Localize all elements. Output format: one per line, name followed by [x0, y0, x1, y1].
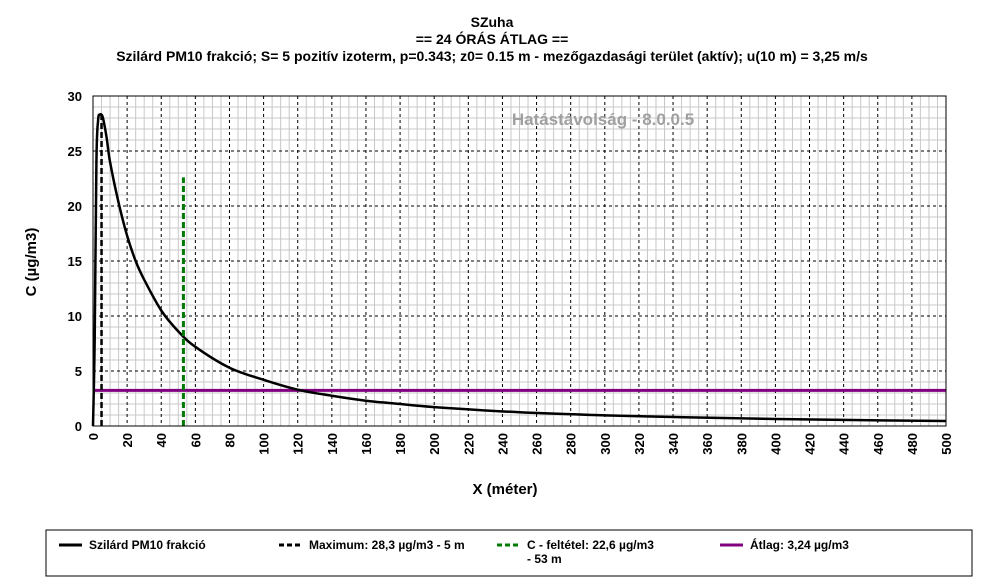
- legend-entry-maximum: Maximum: 28,3 µg/m3 - 5 m: [279, 538, 465, 552]
- chart-title-line-2: == 24 ÓRÁS ÁTLAG ==: [416, 30, 569, 47]
- chart-title: SZuha == 24 ÓRÁS ÁTLAG == Szilárd PM10 f…: [116, 14, 868, 64]
- x-tick-label: 400: [768, 433, 783, 455]
- legend-entry-condition: C - feltétel: 22,6 µg/m3- 53 m: [497, 538, 654, 566]
- x-tick-label: 480: [905, 433, 920, 455]
- legend-box: [45, 529, 973, 577]
- x-tick-label: 340: [666, 433, 681, 455]
- x-tick-label: 160: [359, 433, 374, 455]
- major-gridlines: [93, 96, 946, 426]
- legend-label: - 53 m: [527, 552, 562, 566]
- watermark-text: Hatástávolság - 8.0.0.5: [512, 110, 694, 129]
- chart-subtitle: Szilárd PM10 frakció; S= 5 pozitív izote…: [116, 48, 868, 64]
- chart-title-line-1: SZuha: [471, 14, 514, 30]
- x-tick-label: 280: [564, 433, 579, 455]
- legend: Szilárd PM10 frakció Maximum: 28,3 µg/m3 …: [45, 529, 973, 577]
- x-tick-label: 200: [427, 433, 442, 455]
- x-tick-label: 220: [461, 433, 476, 455]
- x-tick-label: 140: [325, 433, 340, 455]
- legend-label: C - feltétel: 22,6 µg/m3: [527, 538, 654, 552]
- x-tick-label: 100: [257, 433, 272, 455]
- x-tick-label: 380: [734, 433, 749, 455]
- x-axis-title: X (méter): [472, 481, 537, 498]
- legend-label: Szilárd PM10 frakció: [89, 538, 206, 552]
- x-tick-label: 120: [291, 433, 306, 455]
- x-tick-label: 320: [632, 433, 647, 455]
- x-tick-label: 420: [803, 433, 818, 455]
- y-tick-label: 30: [68, 89, 82, 104]
- series-layer: [91, 112, 947, 427]
- y-tick-label: 5: [75, 364, 82, 379]
- x-tick-label: 500: [939, 433, 954, 455]
- x-tick-label: 80: [222, 433, 237, 447]
- series-line-pm10: [91, 112, 947, 427]
- legend-entry-average: Átlag: 3,24 µg/m3: [720, 537, 849, 552]
- y-tick-label: 10: [68, 309, 82, 324]
- x-tick-label: 440: [837, 433, 852, 455]
- x-tick-label: 40: [154, 433, 169, 447]
- y-tick-label: 20: [68, 199, 82, 214]
- legend-entry-pm10: Szilárd PM10 frakció: [59, 538, 206, 552]
- x-tick-label: 300: [598, 433, 613, 455]
- x-tick-label: 260: [530, 433, 545, 455]
- x-tick-label: 20: [120, 433, 135, 447]
- y-axis-title: C (µg/m3): [23, 228, 40, 297]
- y-tick-label: 15: [68, 254, 82, 269]
- x-tick-label: 360: [700, 433, 715, 455]
- y-tick-label: 0: [75, 419, 82, 434]
- y-axis-ticks: 0 5 10 15 20 25 30: [68, 89, 82, 434]
- y-tick-label: 25: [68, 144, 82, 159]
- x-tick-label: 60: [188, 433, 203, 447]
- x-axis-ticks: 0 20 40 60 80 100 120 140 160 180 200 220 240 260 280 3…: [86, 433, 954, 455]
- x-tick-label: 240: [495, 433, 510, 455]
- plot-frame: [92, 95, 947, 427]
- x-tick-label: 0: [86, 433, 101, 440]
- legend-label: Átlag: 3,24 µg/m3: [750, 537, 849, 552]
- x-tick-label: 460: [871, 433, 886, 455]
- legend-label: Maximum: 28,3 µg/m3 - 5 m: [309, 538, 465, 552]
- x-tick-label: 180: [393, 433, 408, 455]
